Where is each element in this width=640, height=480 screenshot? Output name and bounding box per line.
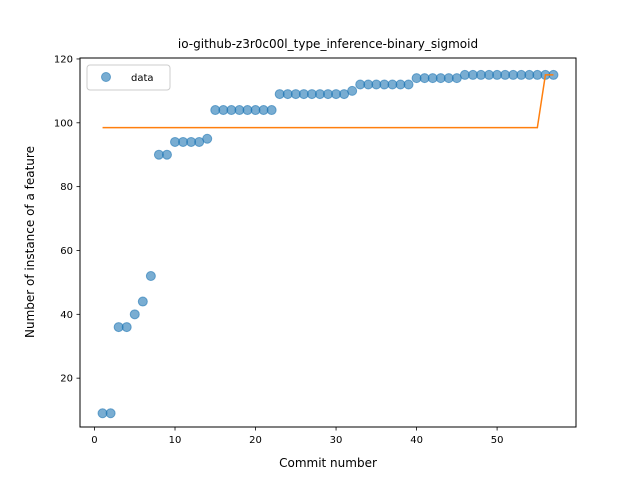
y-tick-label: 80 (60, 182, 73, 193)
data-point (137, 296, 148, 307)
x-tick-label: 40 (410, 435, 423, 446)
data-point (145, 271, 156, 282)
y-tick-label: 20 (60, 374, 73, 385)
data-point (202, 133, 213, 144)
x-axis-label: Commit number (279, 456, 377, 470)
legend-label-data: data (131, 73, 154, 84)
chart-title: io-github-z3r0c00l_type_inference-binary… (178, 37, 478, 51)
x-tick-label: 30 (330, 435, 343, 446)
x-tick-label: 50 (491, 435, 504, 446)
data-point (266, 105, 277, 116)
data-point (403, 79, 414, 90)
legend-box (86, 64, 171, 91)
y-axis-label: Number of instance of a feature (23, 146, 37, 338)
legend-marker (101, 72, 111, 82)
x-tick-label: 20 (249, 435, 262, 446)
data-point (105, 408, 116, 419)
y-axis: 20 40 60 80 100 120 (54, 54, 80, 385)
x-axis: 0 10 20 30 40 50 (91, 427, 503, 446)
legend: data (86, 64, 171, 91)
y-tick-label: 120 (54, 54, 73, 65)
data-point (121, 322, 132, 333)
y-tick-label: 100 (54, 118, 73, 129)
x-tick-label: 0 (91, 435, 97, 446)
data-point (161, 149, 172, 160)
plot-area (97, 69, 559, 419)
fit-line (102, 74, 554, 129)
data-point (129, 309, 140, 320)
x-tick-label: 10 (169, 435, 182, 446)
plot-frame (79, 57, 577, 428)
y-tick-label: 60 (60, 246, 73, 257)
y-tick-label: 40 (60, 310, 73, 321)
data-point (347, 85, 358, 96)
